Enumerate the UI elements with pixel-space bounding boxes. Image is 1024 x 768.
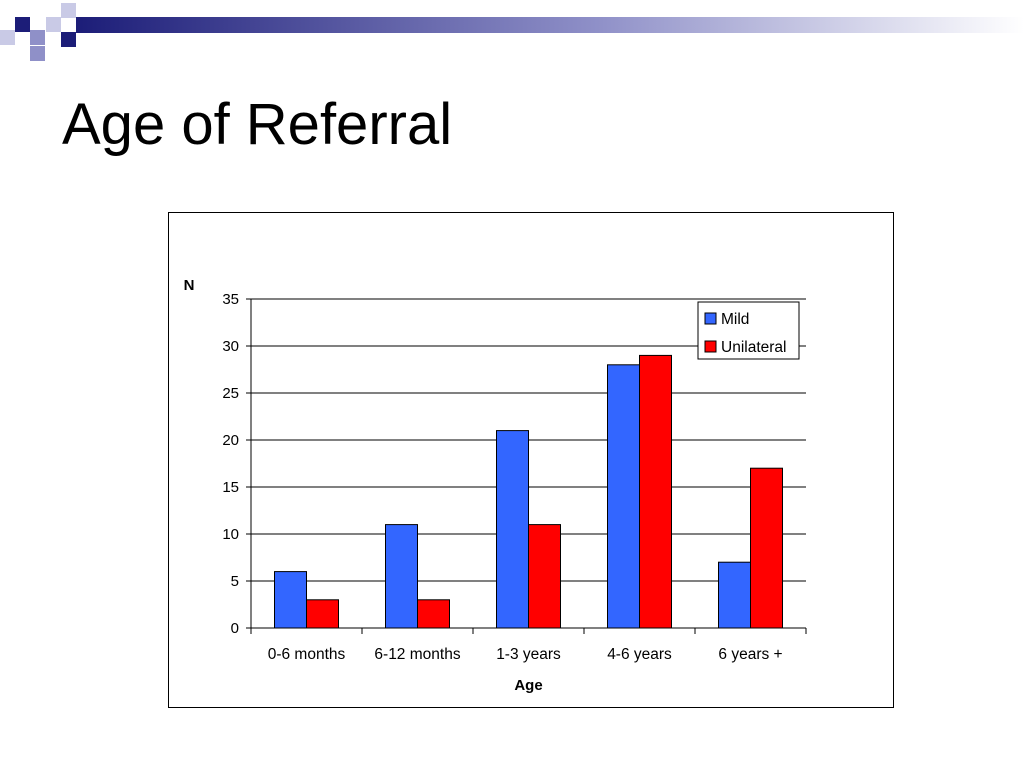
y-tick-label: 10 xyxy=(222,526,239,543)
bar-unilateral xyxy=(528,524,561,629)
legend-swatch-unilateral xyxy=(704,340,717,353)
y-tick-label: 5 xyxy=(231,573,239,590)
bar-unilateral xyxy=(639,354,672,629)
deco-square xyxy=(61,32,76,47)
y-axis-title: N xyxy=(184,277,195,294)
x-tick-label: 1-3 years xyxy=(496,646,561,663)
y-tick-label: 15 xyxy=(222,479,239,496)
deco-square xyxy=(46,17,61,32)
legend-label-unilateral: Unilateral xyxy=(721,339,786,356)
slide-title: Age of Referral xyxy=(62,92,453,157)
header-decoration xyxy=(0,3,1024,61)
bar-mild xyxy=(607,364,640,629)
bar-mild xyxy=(496,430,529,629)
bar-mild xyxy=(385,524,418,629)
bar-mild xyxy=(718,561,751,629)
bar-unilateral xyxy=(750,467,783,629)
deco-square xyxy=(15,17,30,32)
chart-container: 0 5 10 15 20 25 30 35 0-6 months 6-12 months 1-3 y… xyxy=(168,212,894,708)
x-tick-label: 4-6 years xyxy=(607,646,672,663)
y-tick-label: 0 xyxy=(231,620,239,637)
deco-square xyxy=(30,46,45,61)
deco-square xyxy=(61,3,76,18)
y-tick-label: 30 xyxy=(222,338,239,355)
bar-unilateral xyxy=(306,599,339,629)
bar-unilateral xyxy=(417,599,450,629)
x-tick-label: 0-6 months xyxy=(268,646,346,663)
x-tick-label: 6-12 months xyxy=(374,646,460,663)
legend-swatch-mild xyxy=(704,312,717,325)
deco-square xyxy=(0,30,15,45)
y-tick-label: 25 xyxy=(222,385,239,402)
deco-square xyxy=(30,30,45,45)
bar-chart: 0 5 10 15 20 25 30 35 0-6 months 6-12 months 1-3 y… xyxy=(184,277,807,694)
y-tick-label: 35 xyxy=(222,291,239,308)
bar-mild xyxy=(274,571,307,629)
gradient-bar xyxy=(76,17,1024,33)
y-tick-label: 20 xyxy=(222,432,239,449)
legend-label-mild: Mild xyxy=(721,311,749,328)
x-tick-label: 6 years + xyxy=(718,646,782,663)
x-axis-title: Age xyxy=(514,677,542,694)
